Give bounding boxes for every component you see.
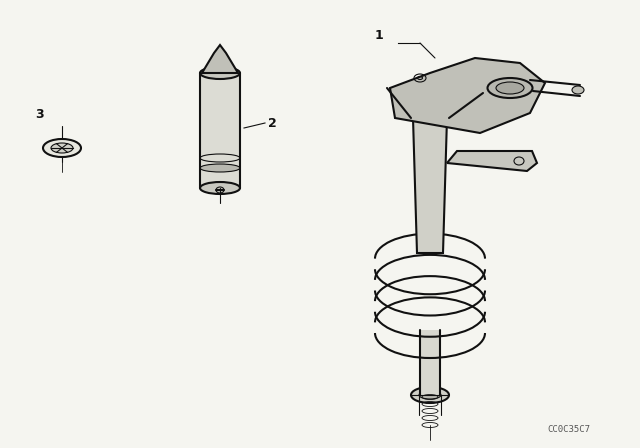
Ellipse shape [200, 67, 240, 79]
Ellipse shape [411, 387, 449, 403]
Ellipse shape [200, 164, 240, 172]
Polygon shape [447, 151, 537, 171]
Polygon shape [202, 45, 238, 73]
Ellipse shape [51, 143, 73, 153]
Ellipse shape [496, 82, 524, 94]
Ellipse shape [200, 182, 240, 194]
Ellipse shape [572, 86, 584, 94]
Polygon shape [413, 118, 447, 253]
Ellipse shape [419, 391, 441, 399]
Polygon shape [200, 73, 240, 188]
Text: 2: 2 [268, 117, 276, 130]
Ellipse shape [488, 78, 532, 98]
Text: 3: 3 [35, 108, 44, 121]
Text: CC0C35C7: CC0C35C7 [547, 425, 590, 434]
Ellipse shape [43, 139, 81, 157]
Polygon shape [390, 58, 545, 133]
Text: 1: 1 [375, 29, 384, 42]
Polygon shape [420, 330, 440, 395]
